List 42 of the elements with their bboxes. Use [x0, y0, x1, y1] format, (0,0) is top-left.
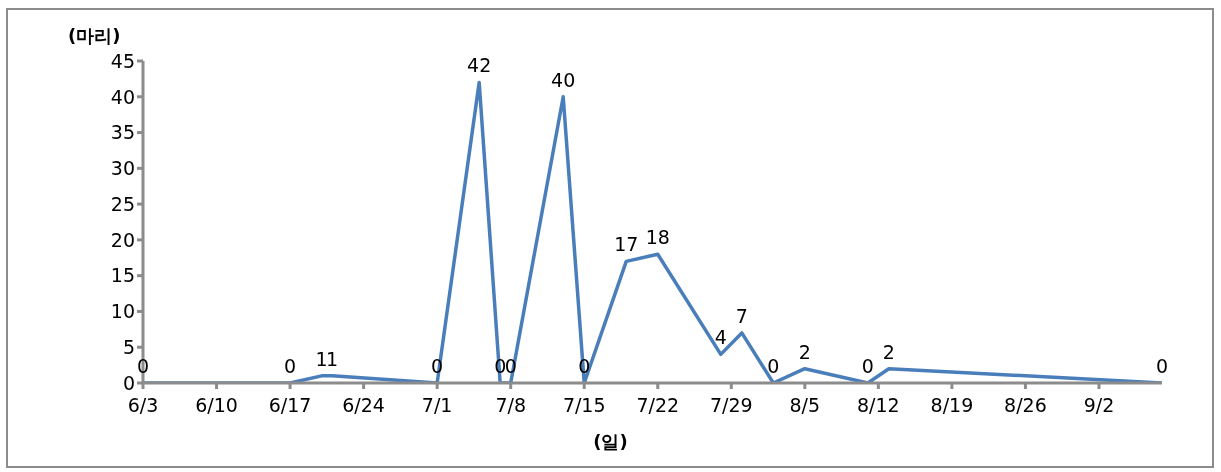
data-label: 40 — [551, 68, 576, 91]
y-tick-label: 5 — [122, 335, 135, 358]
x-tick-label: 6/17 — [268, 394, 312, 417]
y-tick-label: 0 — [122, 371, 135, 394]
x-tick-label: 6/10 — [195, 394, 238, 417]
data-label: 1 — [315, 347, 328, 370]
x-tick-label: 8/12 — [857, 394, 900, 417]
data-label: 0 — [578, 355, 591, 377]
x-tick-label: 9/2 — [1083, 394, 1115, 417]
x-tick-label: 7/15 — [562, 394, 606, 417]
data-label: 0 — [767, 355, 780, 377]
data-label: 7 — [735, 304, 748, 327]
x-tick-label: 6/3 — [127, 394, 159, 417]
data-label: 0 — [861, 355, 874, 377]
x-tick-label: 7/29 — [709, 394, 753, 417]
x-tick-label: 7/1 — [421, 394, 453, 417]
data-label: 42 — [467, 54, 492, 77]
data-label: 0 — [284, 355, 297, 377]
y-tick-label: 15 — [110, 264, 135, 287]
y-axis-title: (마리) — [68, 24, 121, 48]
x-tick-label: 7/22 — [636, 394, 680, 417]
data-label: 2 — [882, 340, 895, 363]
data-label: 17 — [614, 233, 639, 256]
data-label: 4 — [714, 326, 727, 349]
y-tick-label: 20 — [110, 228, 135, 251]
x-tick-label: 8/26 — [1004, 394, 1047, 417]
x-tick-label: 8/19 — [930, 394, 974, 417]
x-tick-label: 8/5 — [789, 394, 821, 417]
data-label: 18 — [645, 226, 670, 249]
data-label: 0 — [1155, 355, 1169, 377]
data-label: 1 — [326, 347, 339, 370]
x-tick-label: 6/24 — [342, 394, 385, 417]
y-tick-label: 35 — [110, 121, 135, 144]
x-axis-title: (일) — [592, 430, 629, 454]
data-label: 0 — [136, 355, 150, 377]
x-tick-label: 7/8 — [495, 394, 526, 417]
y-tick-label: 25 — [110, 192, 135, 215]
data-label: 2 — [798, 340, 811, 363]
y-tick-label: 10 — [110, 300, 135, 323]
y-tick-label: 40 — [110, 85, 135, 108]
y-tick-label: 45 — [110, 49, 135, 72]
y-tick-label: 30 — [110, 157, 135, 180]
